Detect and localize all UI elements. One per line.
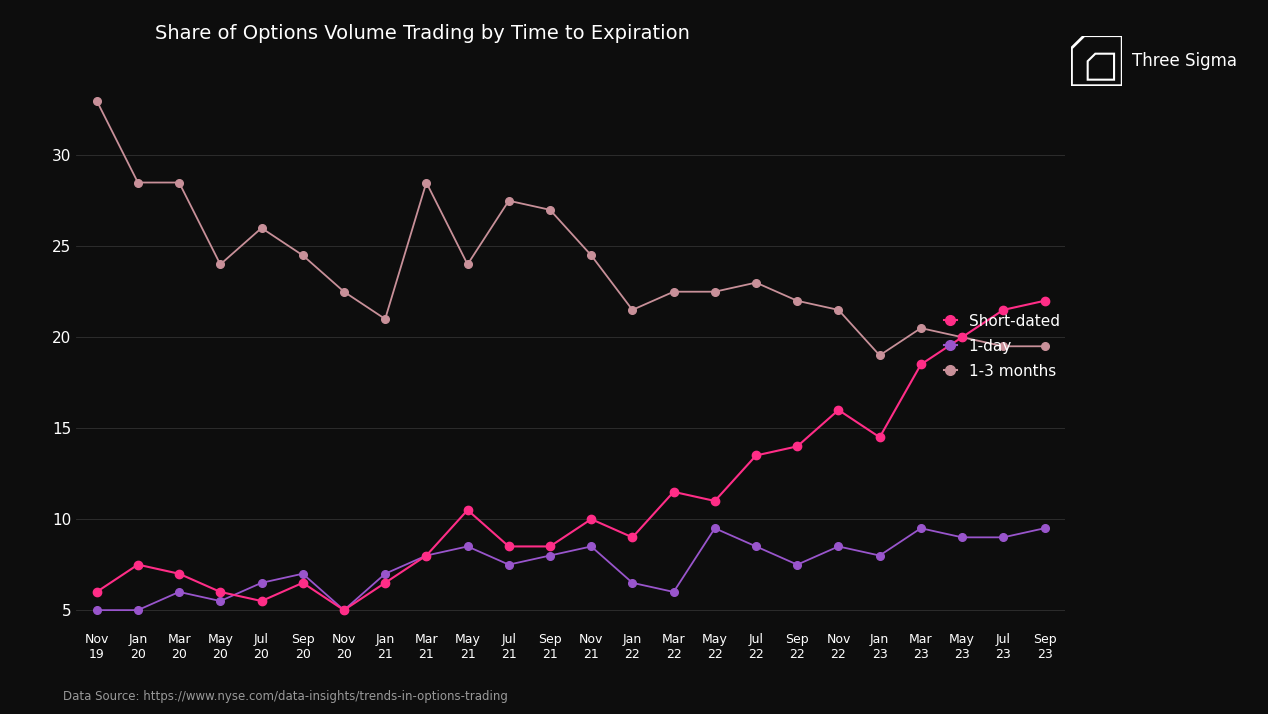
Short-dated (748, 451, 763, 460)
Short-dated (1037, 296, 1052, 305)
Short-dated (625, 533, 640, 542)
Short-dated (336, 606, 351, 615)
1-3 months (913, 324, 928, 333)
1-3 months (295, 251, 311, 260)
Text: Three Sigma: Three Sigma (1132, 51, 1238, 70)
Short-dated (666, 488, 681, 496)
1-3 months (790, 296, 805, 305)
Short-dated (254, 597, 269, 605)
1-day (501, 560, 516, 569)
1-3 months (254, 223, 269, 232)
Line: Short-dated: Short-dated (93, 296, 1049, 614)
Short-dated (131, 560, 146, 569)
1-day (995, 533, 1011, 542)
1-3 months (955, 333, 970, 341)
1-day (748, 542, 763, 550)
Line: 1-3 months: 1-3 months (93, 97, 1049, 359)
Short-dated (460, 506, 476, 514)
Short-dated (543, 542, 558, 550)
1-day (171, 588, 186, 596)
1-3 months (213, 260, 228, 268)
1-day (460, 542, 476, 550)
Short-dated (171, 570, 186, 578)
Line: 1-day: 1-day (93, 524, 1049, 614)
1-day (913, 524, 928, 533)
Short-dated (418, 551, 434, 560)
1-day (131, 606, 146, 615)
Short-dated (213, 588, 228, 596)
Short-dated (708, 497, 723, 506)
1-3 months (1037, 342, 1052, 351)
1-3 months (872, 351, 888, 360)
1-3 months (89, 96, 104, 105)
1-3 months (336, 288, 351, 296)
Short-dated (501, 542, 516, 550)
1-3 months (708, 288, 723, 296)
1-day (213, 597, 228, 605)
1-day (625, 578, 640, 587)
1-day (295, 570, 311, 578)
1-3 months (501, 196, 516, 205)
Short-dated (89, 588, 104, 596)
1-3 months (171, 178, 186, 187)
Short-dated (790, 442, 805, 451)
1-day (583, 542, 598, 550)
1-3 months (831, 306, 846, 314)
1-3 months (748, 278, 763, 287)
1-3 months (460, 260, 476, 268)
1-day (831, 542, 846, 550)
1-day (708, 524, 723, 533)
1-day (666, 588, 681, 596)
1-day (378, 570, 393, 578)
Short-dated (583, 515, 598, 523)
1-day (1037, 524, 1052, 533)
1-3 months (418, 178, 434, 187)
Short-dated (913, 360, 928, 368)
1-day (254, 578, 269, 587)
1-day (872, 551, 888, 560)
1-3 months (583, 251, 598, 260)
1-day (790, 560, 805, 569)
1-day (89, 606, 104, 615)
Text: Share of Options Volume Trading by Time to Expiration: Share of Options Volume Trading by Time … (155, 24, 690, 44)
1-3 months (625, 306, 640, 314)
1-3 months (378, 315, 393, 323)
Short-dated (872, 433, 888, 441)
Short-dated (831, 406, 846, 414)
1-3 months (995, 342, 1011, 351)
1-day (543, 551, 558, 560)
1-day (418, 551, 434, 560)
Short-dated (995, 306, 1011, 314)
1-day (955, 533, 970, 542)
1-3 months (543, 206, 558, 214)
Short-dated (955, 333, 970, 341)
Text: Data Source: https://www.nyse.com/data-insights/trends-in-options-trading: Data Source: https://www.nyse.com/data-i… (63, 690, 508, 703)
Short-dated (295, 578, 311, 587)
1-day (336, 606, 351, 615)
1-3 months (666, 288, 681, 296)
Short-dated (378, 578, 393, 587)
Legend: Short-dated, 1-day, 1-3 months: Short-dated, 1-day, 1-3 months (937, 306, 1068, 387)
1-3 months (131, 178, 146, 187)
